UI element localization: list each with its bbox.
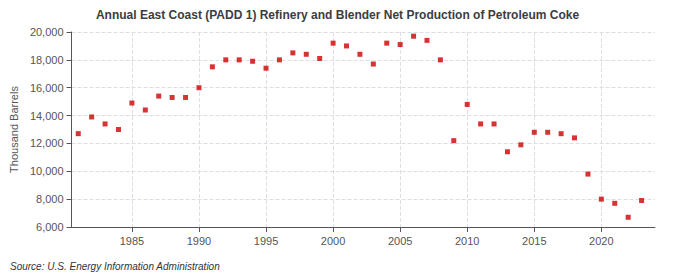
svg-text:1995: 1995 xyxy=(254,235,278,247)
svg-text:Annual East Coast (PADD 1) Ref: Annual East Coast (PADD 1) Refinery and … xyxy=(96,8,580,22)
svg-text:18,000: 18,000 xyxy=(30,54,64,66)
svg-text:1985: 1985 xyxy=(120,235,144,247)
svg-text:10,000: 10,000 xyxy=(30,165,64,177)
svg-text:8,000: 8,000 xyxy=(36,193,64,205)
svg-text:2005: 2005 xyxy=(388,235,412,247)
svg-text:6,000: 6,000 xyxy=(36,221,64,233)
svg-text:2010: 2010 xyxy=(455,235,479,247)
svg-text:2000: 2000 xyxy=(321,235,345,247)
svg-text:2020: 2020 xyxy=(589,235,613,247)
svg-text:1990: 1990 xyxy=(187,235,211,247)
svg-text:Thousand Barrels: Thousand Barrels xyxy=(8,86,20,173)
svg-text:2015: 2015 xyxy=(522,235,546,247)
svg-text:Source: U.S. Energy Informatio: Source: U.S. Energy Information Administ… xyxy=(10,261,220,272)
svg-text:20,000: 20,000 xyxy=(30,26,64,38)
svg-text:14,000: 14,000 xyxy=(30,110,64,122)
svg-text:12,000: 12,000 xyxy=(30,137,64,149)
svg-text:16,000: 16,000 xyxy=(30,82,64,94)
